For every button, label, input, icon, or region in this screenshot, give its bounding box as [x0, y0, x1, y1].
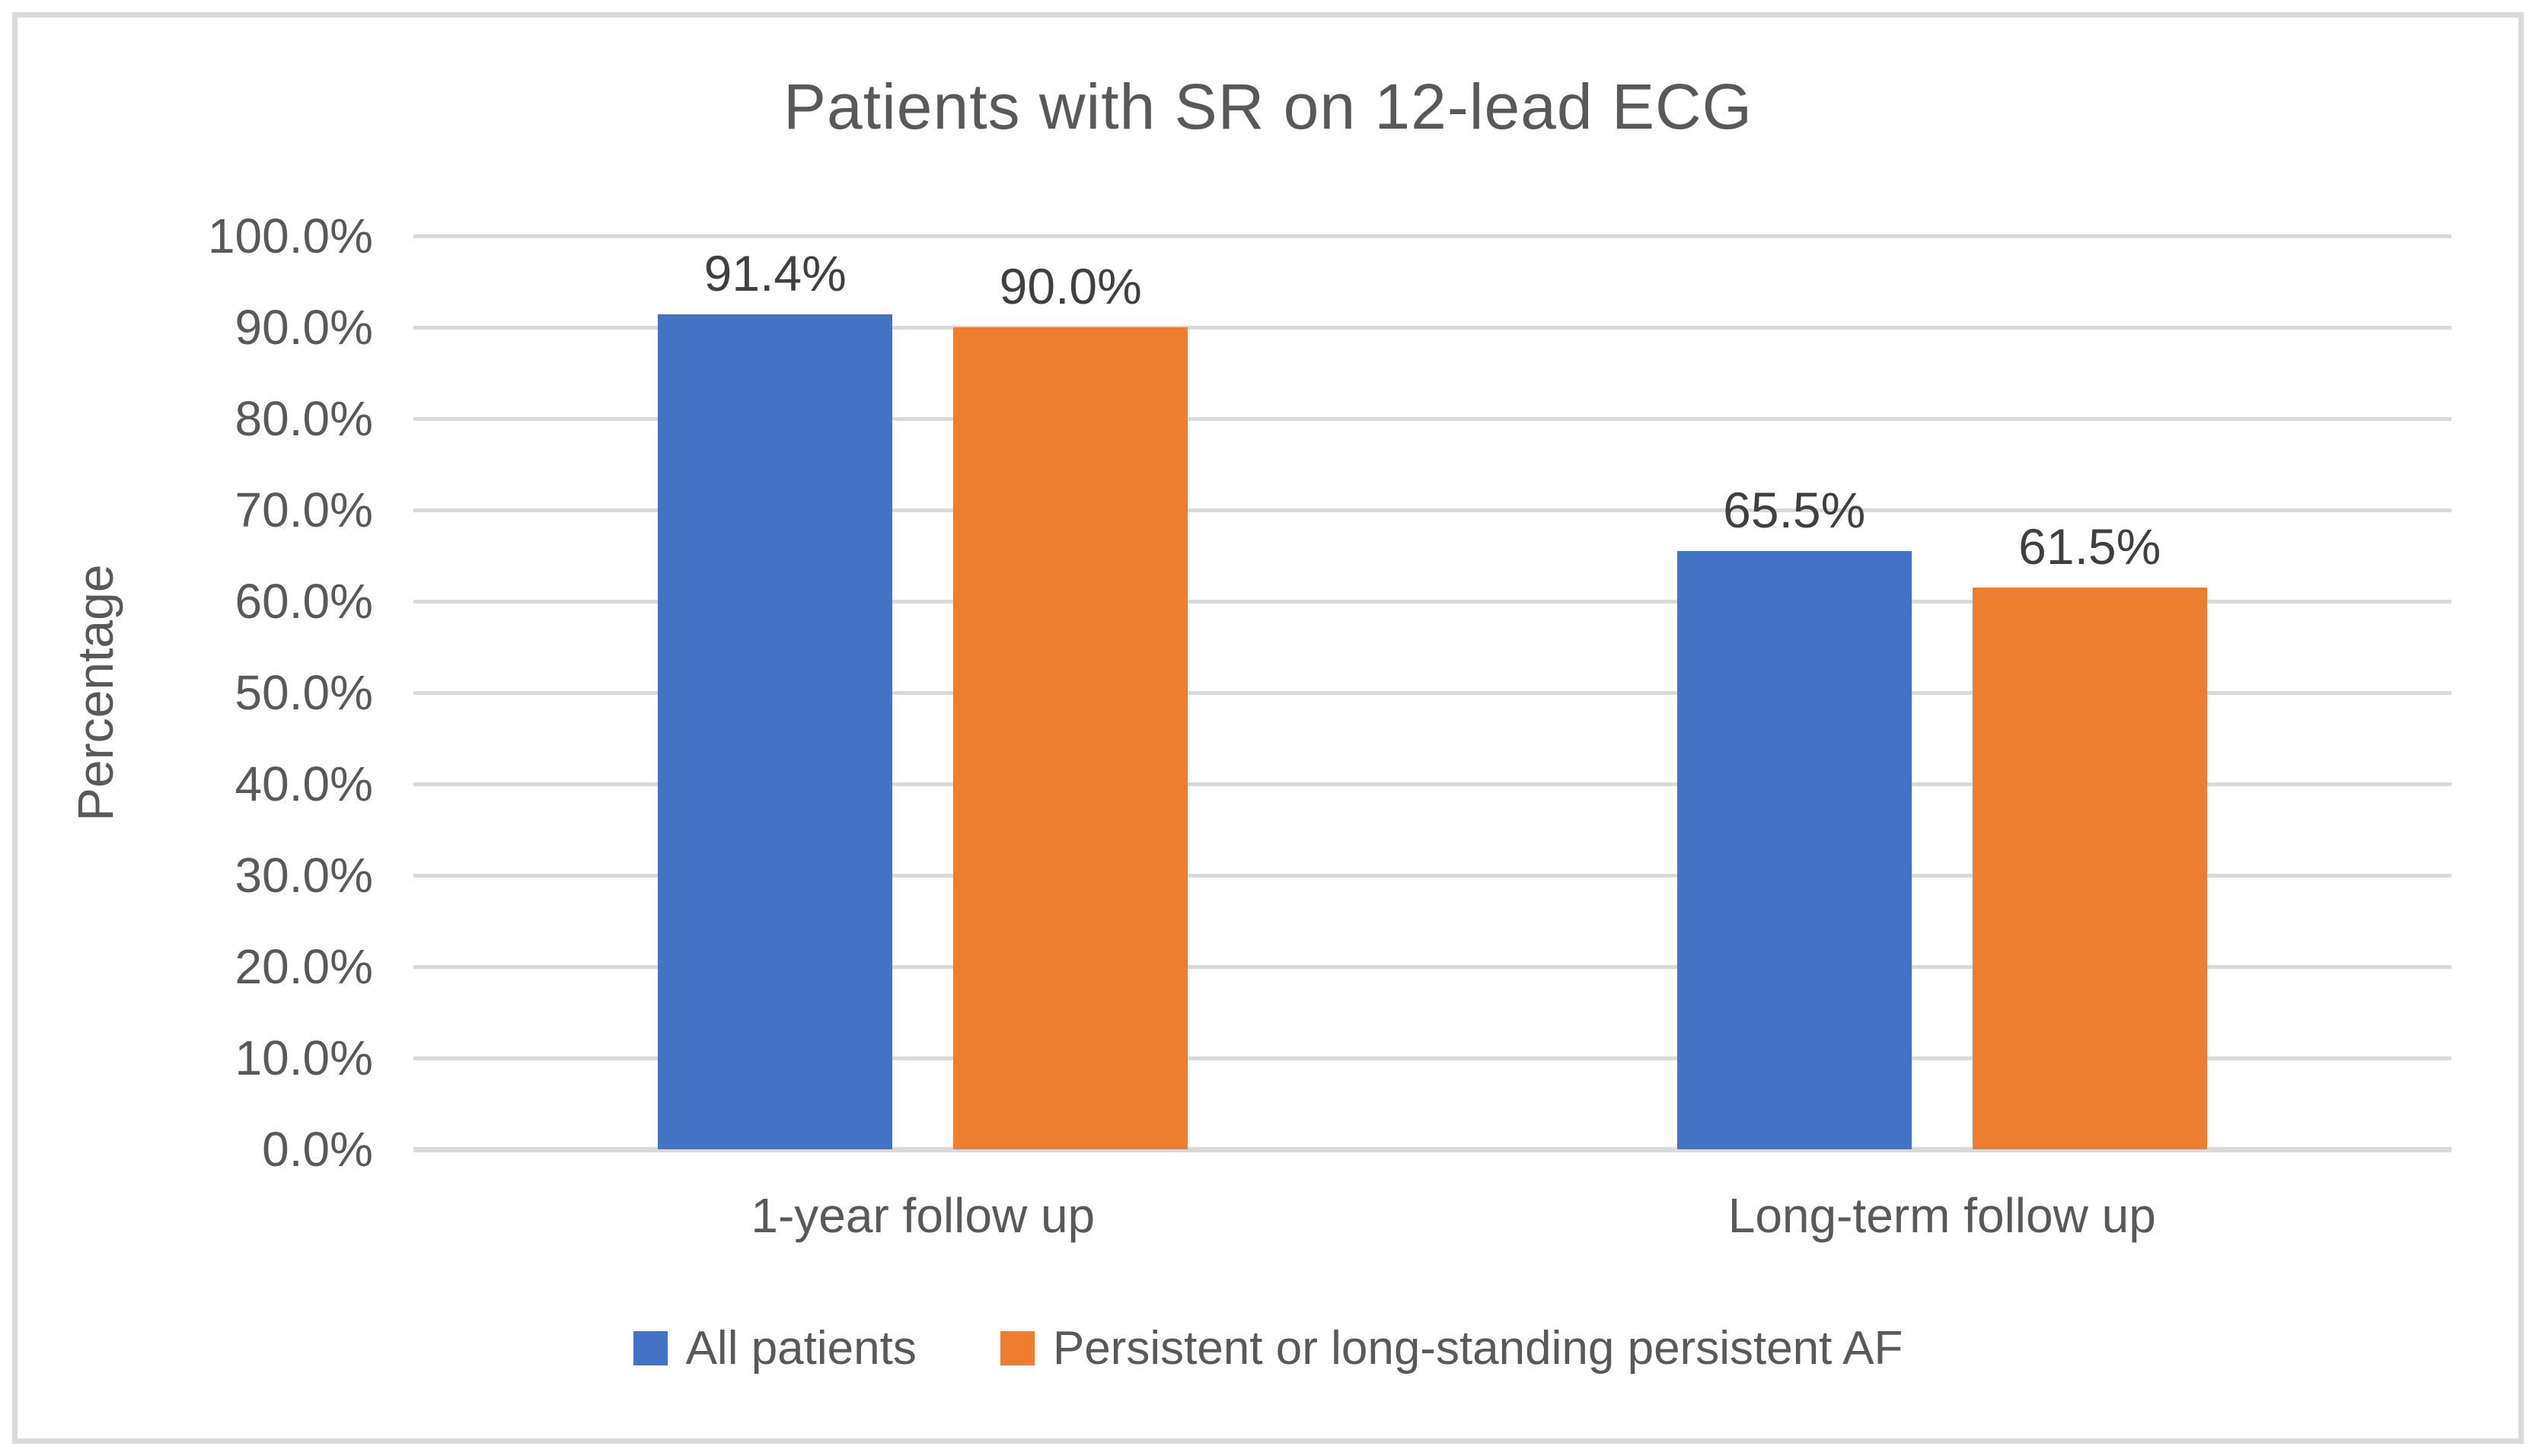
- gridline: [413, 326, 2451, 330]
- legend: All patients Persistent or long-standing …: [0, 1321, 2536, 1375]
- category-group: 91.4% 90.0%: [413, 236, 1433, 1149]
- y-tick-label: 0.0%: [262, 1122, 373, 1177]
- gridline: [413, 1056, 2451, 1060]
- y-tick-label: 10.0%: [234, 1031, 373, 1085]
- legend-swatch-icon: [1000, 1331, 1035, 1365]
- y-tick-label: 30.0%: [234, 848, 373, 903]
- chart-title: Patients with SR on 12-lead ECG: [783, 71, 1753, 142]
- y-tick-label: 60.0%: [234, 574, 373, 629]
- legend-item: Persistent or long-standing persistent A…: [1000, 1321, 1903, 1375]
- gridline: [413, 600, 2451, 604]
- bar: 65.5%: [1676, 482, 1912, 1149]
- gridline: [413, 691, 2451, 695]
- y-tick-label: 40.0%: [234, 757, 373, 811]
- y-tick-label: 80.0%: [234, 391, 373, 446]
- legend-swatch-icon: [633, 1331, 668, 1365]
- gridline: [413, 874, 2451, 878]
- data-label: 90.0%: [999, 258, 1142, 314]
- legend-item: All patients: [633, 1321, 917, 1375]
- bar: 91.4%: [658, 245, 893, 1149]
- y-tick-label: 20.0%: [234, 939, 373, 994]
- y-tick-label: 70.0%: [234, 483, 373, 537]
- legend-label: All patients: [685, 1322, 917, 1375]
- x-axis-line: [413, 1147, 2451, 1152]
- category-group: 65.5% 61.5%: [1433, 236, 2452, 1149]
- gridline: [413, 965, 2451, 969]
- gridline: [413, 234, 2451, 238]
- gridline: [413, 417, 2451, 421]
- gridline: [413, 508, 2451, 512]
- plot-area: 91.4% 90.0% 65.5% 61.5%: [413, 234, 2452, 1152]
- y-tick-label: 90.0%: [234, 300, 373, 355]
- y-tick-label: 50.0%: [234, 665, 373, 720]
- bar: 61.5%: [1972, 518, 2207, 1149]
- gridline: [413, 782, 2451, 786]
- y-tick-label: 100.0%: [207, 209, 373, 263]
- legend-label: Persistent or long-standing persistent A…: [1052, 1322, 1903, 1375]
- category-label: Long-term follow up: [1727, 1188, 2156, 1243]
- data-label: 65.5%: [1723, 482, 1866, 538]
- data-label: 91.4%: [703, 245, 847, 302]
- bar: 90.0%: [953, 258, 1188, 1149]
- data-label: 61.5%: [2018, 518, 2161, 575]
- category-label: 1-year follow up: [751, 1188, 1096, 1243]
